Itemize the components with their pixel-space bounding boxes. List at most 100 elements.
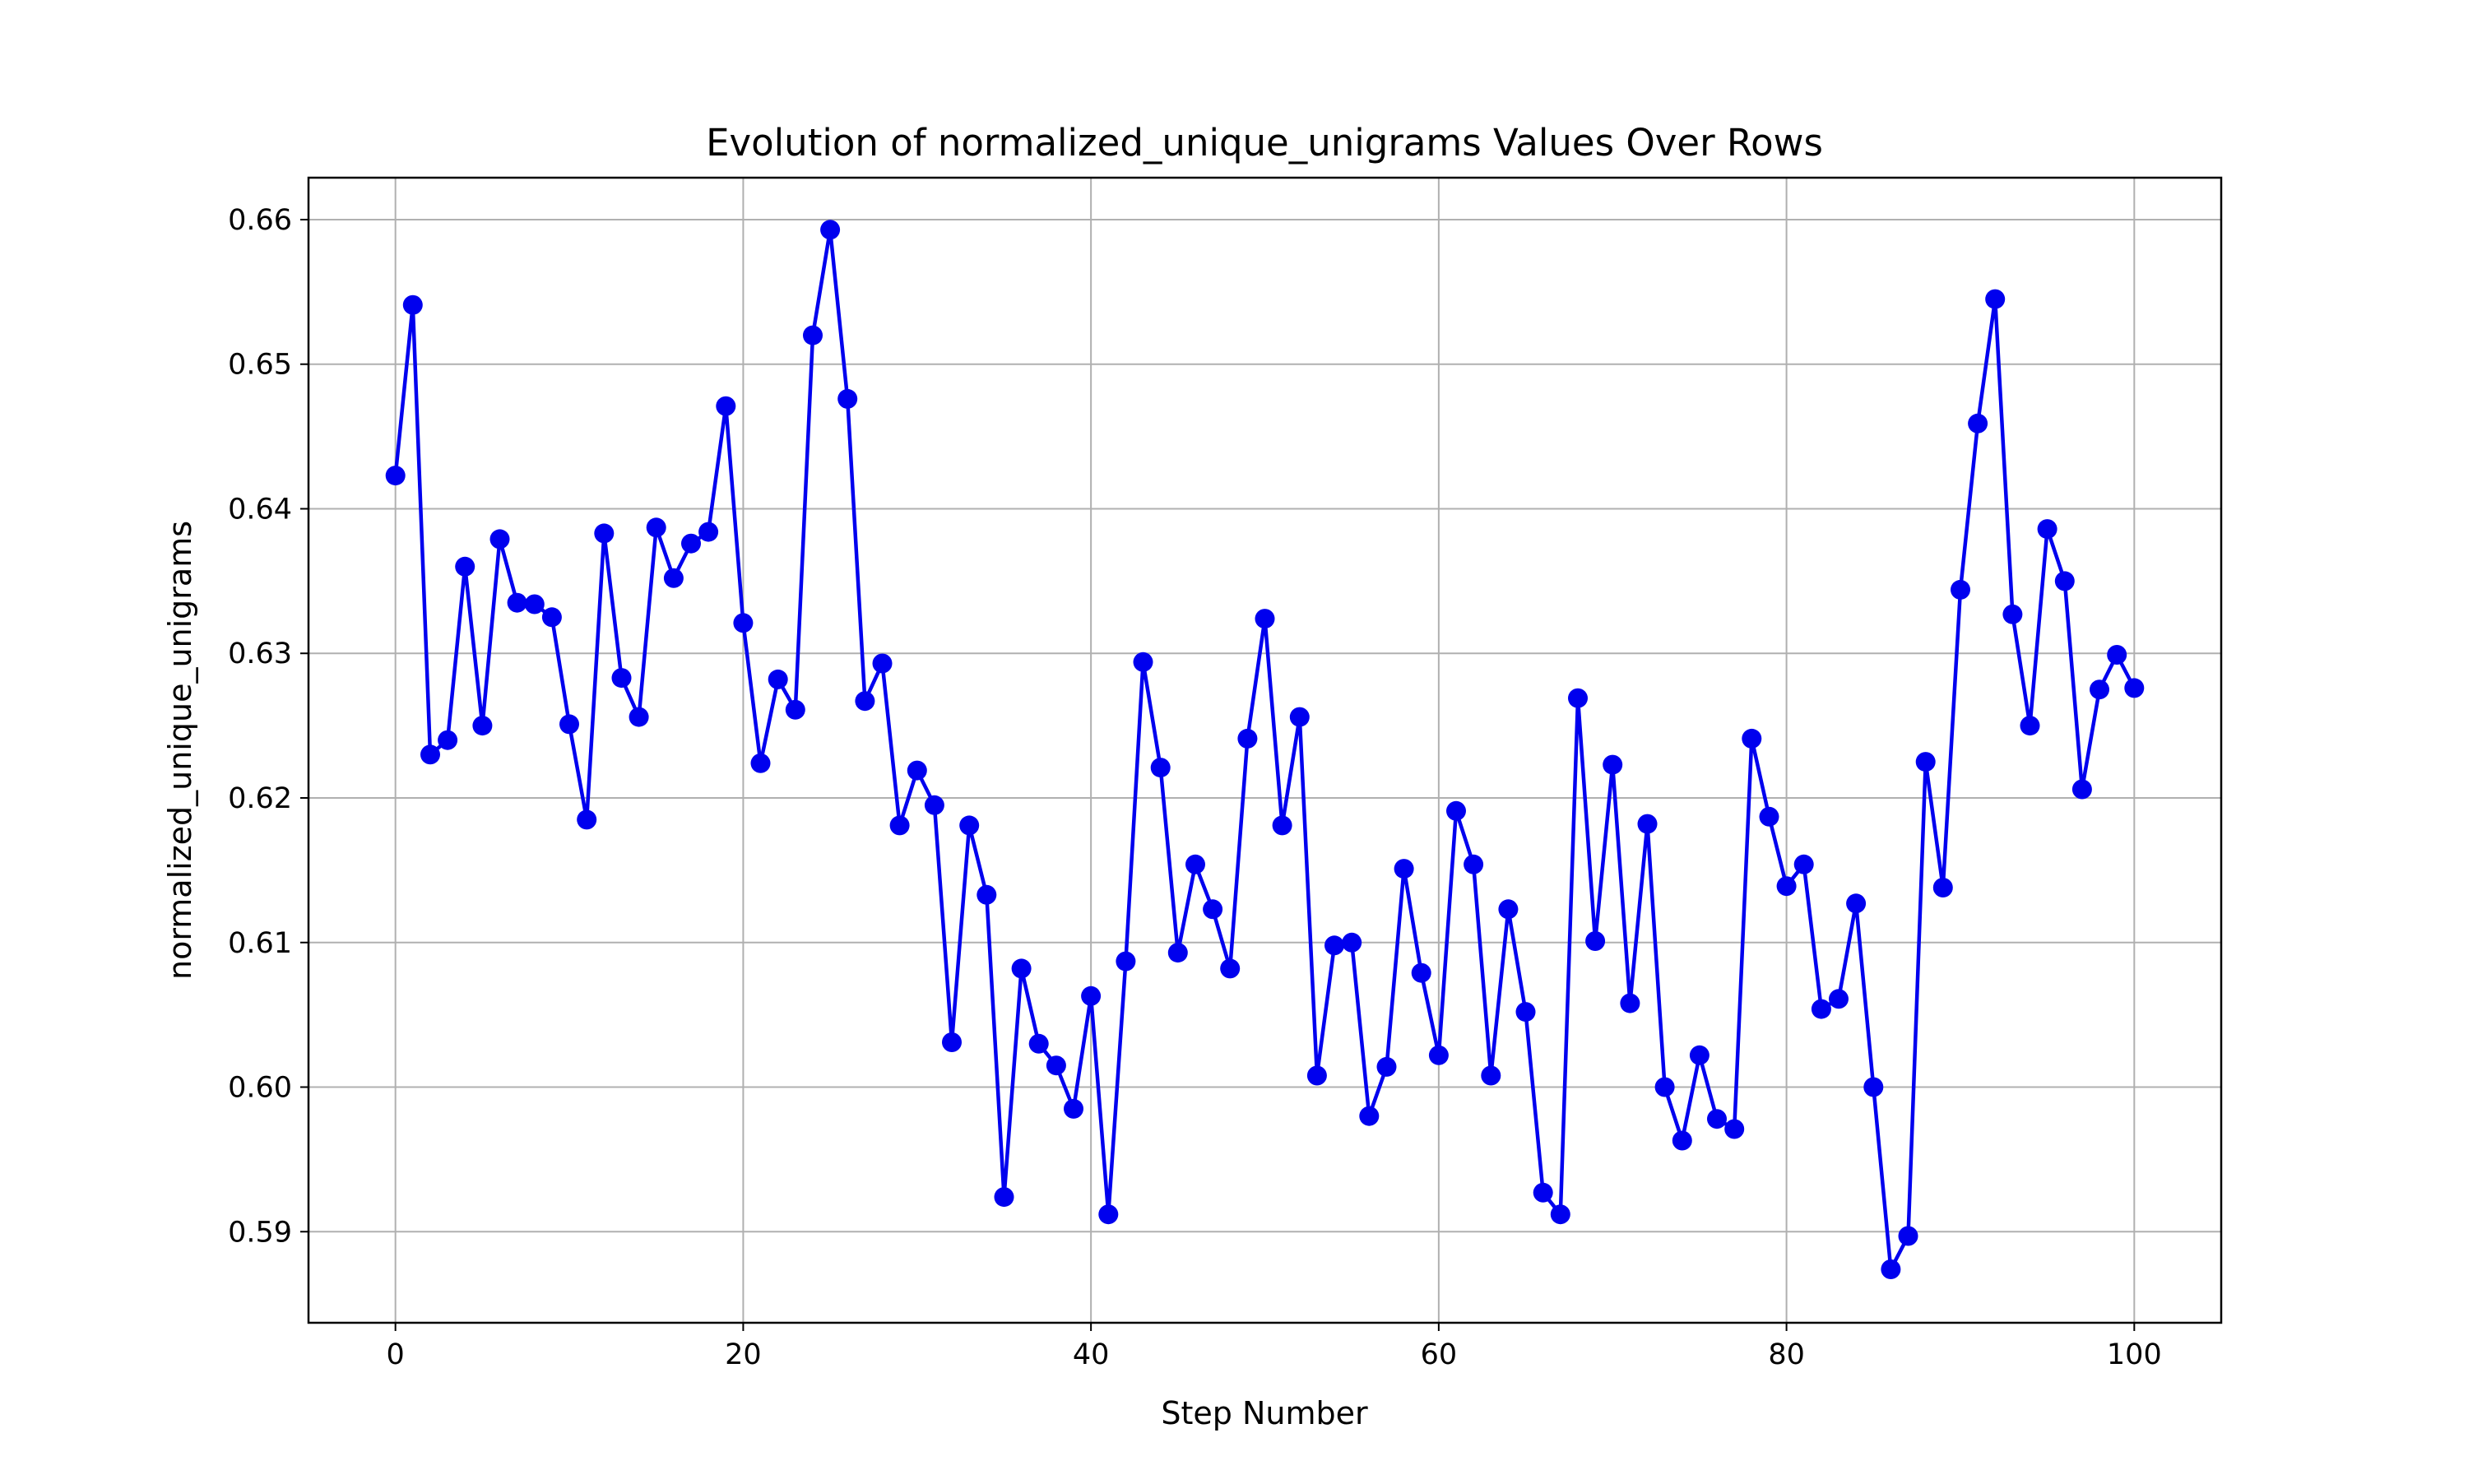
grid-lines (308, 178, 2221, 1323)
data-point (663, 568, 684, 588)
data-point (768, 669, 788, 689)
y-tick-label: 0.59 (228, 1216, 292, 1249)
data-point (1011, 958, 1032, 979)
data-point (1185, 854, 1205, 874)
data-point (785, 699, 805, 720)
data-point (629, 707, 649, 727)
data-point (1411, 962, 1431, 983)
data-point (472, 716, 493, 736)
data-point (1846, 893, 1867, 914)
series-layer (385, 220, 2145, 1279)
data-point (837, 388, 858, 409)
data-point (994, 1187, 1014, 1208)
data-point (1446, 800, 1466, 821)
data-point (872, 653, 893, 674)
data-point (1672, 1130, 1692, 1151)
data-point (1081, 985, 1102, 1006)
data-point (1359, 1106, 1380, 1126)
x-tick-label: 20 (725, 1338, 762, 1371)
data-point (1759, 806, 1779, 827)
data-point (2054, 571, 2075, 591)
data-point (803, 325, 823, 345)
data-point (438, 730, 458, 750)
data-point (1550, 1204, 1570, 1225)
chart-title: Evolution of normalized_unique_unigrams … (706, 121, 1823, 165)
data-point (1951, 579, 1970, 600)
data-point (1150, 758, 1171, 778)
data-point (1915, 752, 1936, 772)
data-point (820, 220, 841, 240)
data-point (1776, 876, 1797, 897)
data-point (2037, 519, 2057, 540)
data-point (1167, 943, 1188, 963)
data-point (1324, 935, 1344, 956)
y-tick-label: 0.63 (228, 638, 292, 670)
data-point (1863, 1077, 1884, 1097)
data-point (507, 592, 527, 613)
data-point (524, 594, 545, 614)
data-point (1968, 413, 1988, 434)
data-point (1289, 707, 1310, 727)
data-point (420, 744, 440, 765)
data-point (1654, 1077, 1675, 1097)
x-axis-label: Step Number (1161, 1395, 1368, 1431)
data-point (1098, 1204, 1119, 1225)
x-axis-ticks: 0 20 40 60 80 100 (387, 1323, 2162, 1371)
data-point (716, 396, 736, 416)
y-tick-label: 0.60 (228, 1072, 292, 1105)
data-point (1742, 728, 1762, 749)
data-point (1028, 1033, 1049, 1054)
data-point (1046, 1055, 1066, 1076)
data-point (2071, 779, 2092, 800)
data-point (1568, 688, 1588, 708)
data-point (1898, 1226, 1918, 1246)
y-tick-label: 0.61 (228, 927, 292, 960)
data-point (698, 522, 719, 542)
data-point (1498, 899, 1519, 920)
x-tick-label: 0 (387, 1338, 405, 1371)
data-point (1464, 854, 1484, 874)
data-point (402, 294, 423, 315)
data-point (2002, 604, 2023, 624)
data-point (1811, 999, 1831, 1019)
x-tick-label: 40 (1073, 1338, 1110, 1371)
data-point (1637, 814, 1658, 834)
data-point (1394, 859, 1414, 879)
data-point (977, 884, 997, 905)
data-point (594, 523, 615, 544)
data-point (1203, 899, 1223, 920)
data-point (959, 815, 980, 836)
data-point (1133, 652, 1153, 672)
data-point (681, 533, 701, 554)
data-point (559, 714, 579, 735)
data-point (855, 691, 875, 712)
data-point (455, 556, 476, 577)
data-point (1829, 989, 1849, 1009)
plot-area-frame (307, 176, 2223, 1324)
data-point (1585, 931, 1606, 951)
data-point (1428, 1045, 1449, 1065)
data-point (1272, 815, 1292, 836)
x-tick-label: 100 (2107, 1338, 2162, 1371)
y-axis-label: normalized_unique_unigrams (162, 521, 198, 980)
data-point (1237, 728, 1258, 749)
data-point (942, 1032, 962, 1052)
data-point (1533, 1182, 1553, 1203)
data-point (577, 809, 597, 830)
data-point (489, 529, 510, 550)
data-point (385, 466, 406, 486)
y-tick-label: 0.65 (228, 349, 292, 382)
data-point (1255, 609, 1275, 629)
data-point (1220, 958, 1241, 979)
data-point (1064, 1098, 1083, 1119)
data-point (1985, 289, 2006, 309)
x-tick-label: 60 (1421, 1338, 1458, 1371)
y-tick-label: 0.62 (228, 782, 292, 815)
data-point (1116, 951, 1136, 972)
data-point (2020, 716, 2040, 736)
data-point (750, 753, 771, 773)
data-point (1481, 1065, 1501, 1086)
